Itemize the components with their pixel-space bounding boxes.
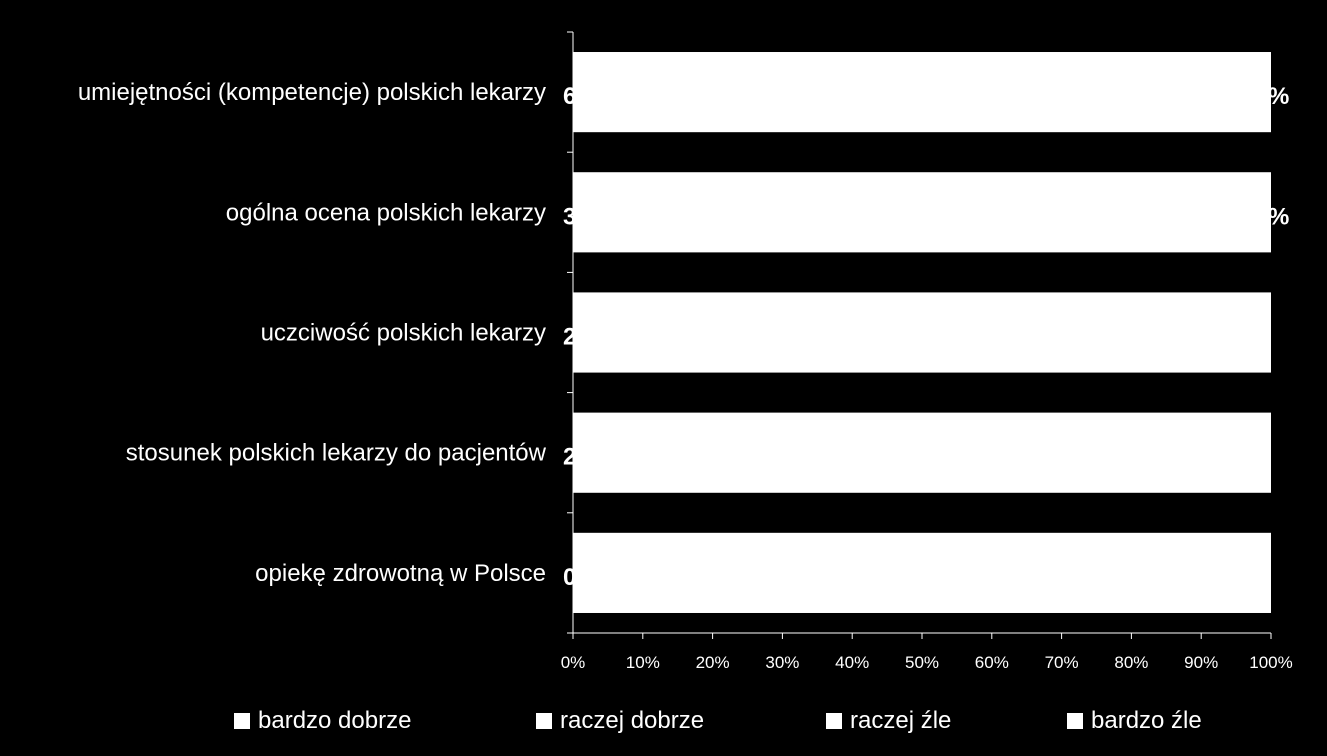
category-label: stosunek polskich lekarzy do pacjentów xyxy=(126,440,547,467)
category-labels: umiejętności (kompetencje) polskich leka… xyxy=(78,79,547,587)
legend-label: raczej źle xyxy=(850,707,952,734)
category-label: umiejętności (kompetencje) polskich leka… xyxy=(78,79,546,106)
x-tick-label: 70% xyxy=(1045,653,1079,672)
chart-legend: bardzo dobrze raczej dobrze raczej źle b… xyxy=(0,703,1327,739)
bar-chart: umiejętności (kompetencje) polskich leka… xyxy=(78,31,1293,672)
bar-segment xyxy=(573,52,1271,133)
x-tick-label: 0% xyxy=(561,653,586,672)
x-tick-label: 100% xyxy=(1249,653,1292,672)
legend-label: bardzo źle xyxy=(1091,707,1202,734)
x-tick-label: 60% xyxy=(975,653,1009,672)
data-labels: 6 % 3 % 2 2 0 xyxy=(563,83,1289,591)
legend-label: bardzo dobrze xyxy=(258,707,412,734)
legend-swatch xyxy=(536,713,552,729)
legend-item-raczej-zle: raczej źle xyxy=(826,703,951,739)
category-label: opiekę zdrowotną w Polsce xyxy=(255,560,546,587)
x-tick-label: 10% xyxy=(626,653,660,672)
legend-swatch xyxy=(234,713,250,729)
chart-bars xyxy=(573,52,1271,613)
x-tick-label: 80% xyxy=(1114,653,1148,672)
x-tick-label: 20% xyxy=(696,653,730,672)
bar-segment xyxy=(573,292,1271,373)
data-label: 6 xyxy=(563,83,576,110)
legend-swatch xyxy=(1067,713,1083,729)
legend-swatch xyxy=(826,713,842,729)
data-label: 0 xyxy=(563,564,576,591)
data-label: % xyxy=(1268,203,1289,230)
category-label: uczciwość polskich lekarzy xyxy=(261,320,546,347)
data-label: 2 xyxy=(563,324,576,351)
legend-label: raczej dobrze xyxy=(560,707,705,734)
legend-item-bardzo-zle: bardzo źle xyxy=(1067,703,1202,739)
bar-segment xyxy=(573,412,1271,493)
legend-item-bardzo-dobrze: bardzo dobrze xyxy=(234,703,411,739)
x-tick-label: 30% xyxy=(765,653,799,672)
x-tick-labels: 0% 10% 20% 30% 40% 50% 60% 70% 80% 90% 100% xyxy=(561,653,1293,672)
data-label: 2 xyxy=(563,444,576,471)
data-label: % xyxy=(1268,83,1289,110)
legend-item-raczej-dobrze: raczej dobrze xyxy=(536,703,704,739)
x-tick-label: 50% xyxy=(905,653,939,672)
x-tick-label: 40% xyxy=(835,653,869,672)
bar-segment xyxy=(573,532,1271,613)
data-label: 3 xyxy=(563,203,576,230)
x-tick-label: 90% xyxy=(1184,653,1218,672)
bar-segment xyxy=(573,172,1271,253)
category-label: ogólna ocena polskich lekarzy xyxy=(226,199,546,226)
